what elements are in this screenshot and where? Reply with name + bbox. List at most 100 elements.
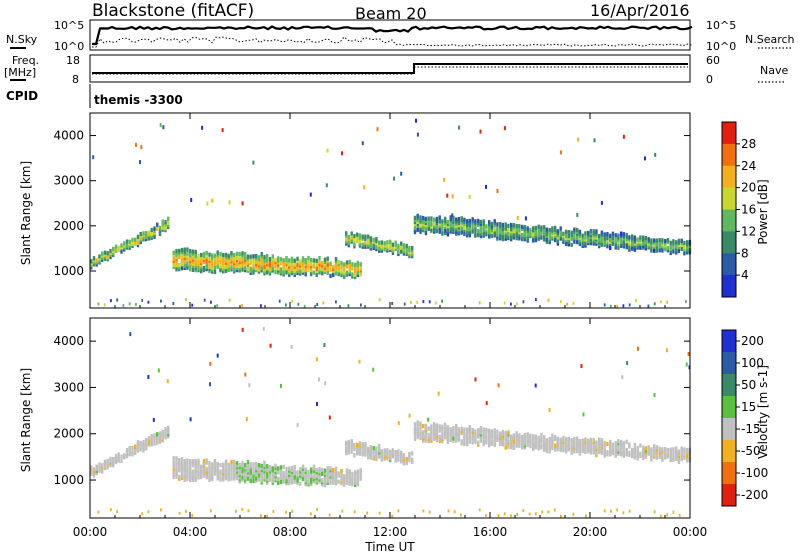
scatter-cell [523, 225, 527, 230]
scatter-cell [372, 237, 375, 242]
x-tick-label: 00:00 [73, 525, 108, 539]
scatter-cell [512, 433, 516, 438]
scatter-cell [158, 225, 162, 230]
scatter-cell [367, 446, 370, 451]
scatter-cell [110, 508, 112, 512]
scatter-cell [329, 261, 332, 266]
scatter-cell [521, 434, 524, 439]
scatter-cell [359, 262, 362, 267]
scatter-cell [260, 266, 263, 271]
scatter-cell [408, 413, 411, 418]
scatter-cell [129, 332, 132, 337]
scatter-cell [101, 469, 104, 474]
colorbar-segment [722, 462, 736, 485]
scatter-cell [158, 431, 162, 436]
scatter-cell [548, 236, 551, 241]
scatter-cell [567, 234, 571, 239]
scatter-cell [125, 452, 129, 457]
scatter-cell [316, 507, 319, 511]
scatter-cell [117, 452, 120, 457]
scatter-cell [337, 265, 340, 271]
colorbar-segment [722, 231, 736, 254]
scatter-cell [686, 246, 689, 251]
scatter-cell [397, 449, 400, 454]
scatter-cell [228, 298, 231, 302]
scatter-cell [201, 125, 204, 130]
scatter-cell [90, 465, 93, 470]
scatter-cell [576, 227, 579, 232]
scatter-cell [219, 251, 222, 257]
scatter-cell [468, 194, 471, 199]
scatter-cell [522, 300, 525, 304]
scatter-cell [441, 299, 444, 303]
scatter-cell [271, 466, 274, 471]
scatter-cell [358, 359, 361, 364]
colorbar-segment [722, 122, 736, 145]
scatter-cell [653, 238, 656, 243]
scatter-cell [125, 239, 129, 244]
scatter-cell [361, 450, 364, 455]
scatter-cell [393, 176, 396, 181]
scatter-cell [185, 509, 187, 513]
scatter-cell [106, 251, 109, 256]
scatter-cell [194, 471, 197, 476]
scatter-cell [554, 236, 557, 241]
scatter-cell [581, 237, 584, 242]
scatter-cell [334, 257, 338, 262]
scatter-cell [510, 235, 513, 240]
scatter-cell [430, 216, 433, 221]
scatter-cell [460, 426, 463, 431]
scatter-cell [666, 238, 670, 243]
scatter-cell [622, 304, 625, 308]
scatter-cell [397, 249, 400, 254]
scatter-cell [496, 429, 499, 434]
scatter-cell [241, 475, 244, 480]
scatter-cell [353, 453, 356, 458]
scatter-cell [666, 513, 669, 517]
scatter-cell [246, 266, 250, 271]
scatter-cell [332, 272, 335, 278]
scatter-cell [263, 255, 266, 260]
scatter-cell [238, 264, 241, 269]
scatter-cell [175, 460, 178, 465]
scatter-cell [141, 512, 144, 516]
scatter-cell [189, 248, 192, 254]
scatter-cell [545, 438, 549, 443]
scatter-cell [394, 450, 397, 455]
scatter-cell [230, 476, 233, 481]
scatter-cell [347, 234, 351, 240]
nsearch-tick-top: 10^5 [706, 19, 736, 32]
scatter-cell [178, 458, 181, 463]
scatter-cell [203, 298, 206, 302]
nave-series-line [92, 66, 688, 75]
scatter-cell [380, 240, 384, 245]
scatter-cell [485, 401, 488, 406]
scatter-cell [413, 436, 417, 441]
scatter-cell [455, 430, 458, 435]
scatter-cell [504, 430, 507, 436]
scatter-cell [153, 433, 156, 438]
scatter-cell [238, 462, 241, 467]
colorbar-segment [722, 209, 736, 232]
scatter-cell [241, 251, 244, 256]
scatter-cell [189, 465, 192, 470]
scatter-cell [158, 229, 162, 234]
scatter-cell [347, 237, 351, 242]
scatter-cell [139, 447, 142, 452]
scatter-cell [402, 453, 406, 458]
scatter-cell [444, 216, 447, 221]
scatter-cell [350, 449, 353, 454]
scatter-cell [269, 343, 272, 348]
scatter-cell [285, 266, 288, 271]
scatter-cell [160, 508, 162, 512]
scatter-cell [131, 450, 134, 455]
scatter-cell [291, 300, 294, 304]
scatter-cell [485, 434, 488, 439]
scatter-cell [515, 226, 518, 231]
scatter-cell [222, 252, 225, 258]
scatter-cell [457, 427, 461, 432]
velocity-panel-frame [89, 317, 691, 519]
scatter-cell [664, 447, 667, 452]
scatter-cell [620, 450, 623, 455]
scatter-cell [499, 431, 502, 436]
